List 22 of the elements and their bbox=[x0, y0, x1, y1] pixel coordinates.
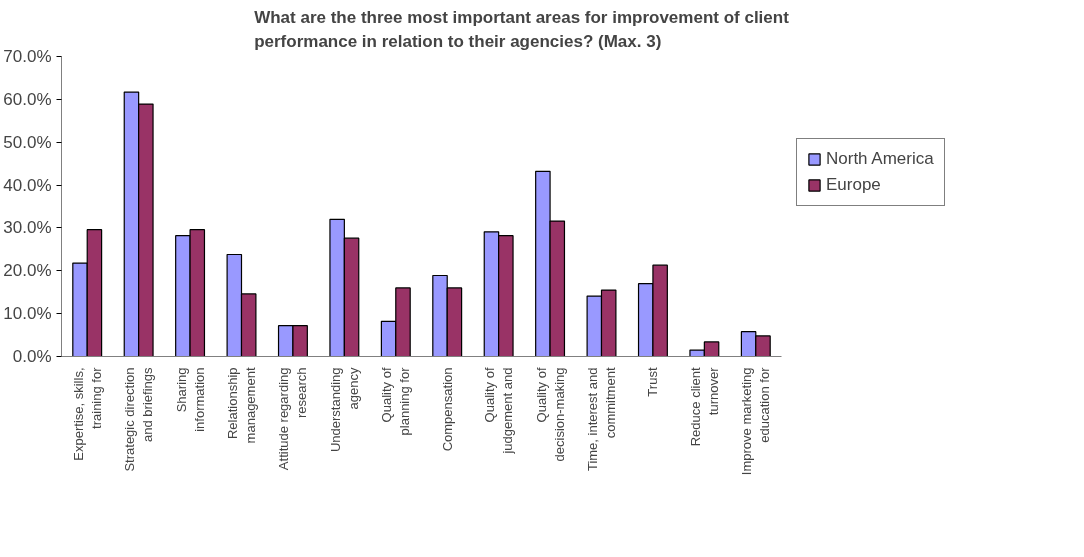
y-tick-label: 50.0% bbox=[3, 132, 52, 152]
x-tick-label: Trust bbox=[645, 367, 661, 397]
y-tick-label: 60.0% bbox=[3, 89, 52, 109]
x-tick-label: Compensation bbox=[439, 367, 455, 452]
x-tick-label: Expertise, skills, training for bbox=[70, 366, 104, 461]
y-tick-label: 20.0% bbox=[3, 261, 52, 281]
x-tick-label: Sharing information bbox=[173, 367, 207, 432]
legend-label: Europe bbox=[826, 175, 881, 195]
chart-title: What are the three most important areas for improvement of client performance in relation to their agencies? (Max. 3) bbox=[254, 7, 790, 52]
x-tick-label: Strategic direction and briefings bbox=[122, 367, 156, 472]
x-tick-label: Quality of planning for bbox=[379, 366, 413, 436]
y-tick-label: 30.0% bbox=[3, 218, 52, 238]
x-tick-label: Time, interest and commitment bbox=[585, 367, 618, 472]
x-tick-label: Attitude regarding research bbox=[276, 367, 310, 471]
y-tick-label: 40.0% bbox=[3, 175, 52, 195]
legend-label: North America bbox=[826, 149, 934, 169]
x-tick-label: Relationship management bbox=[225, 367, 258, 444]
y-tick-label: 0.0% bbox=[12, 347, 52, 366]
x-tick-label: Quality of judgement and bbox=[482, 367, 516, 455]
y-tick-label: 10.0% bbox=[3, 304, 52, 324]
x-tick-label: Reduce client turnover bbox=[687, 366, 721, 447]
y-tick-label: 70.0% bbox=[3, 47, 52, 66]
